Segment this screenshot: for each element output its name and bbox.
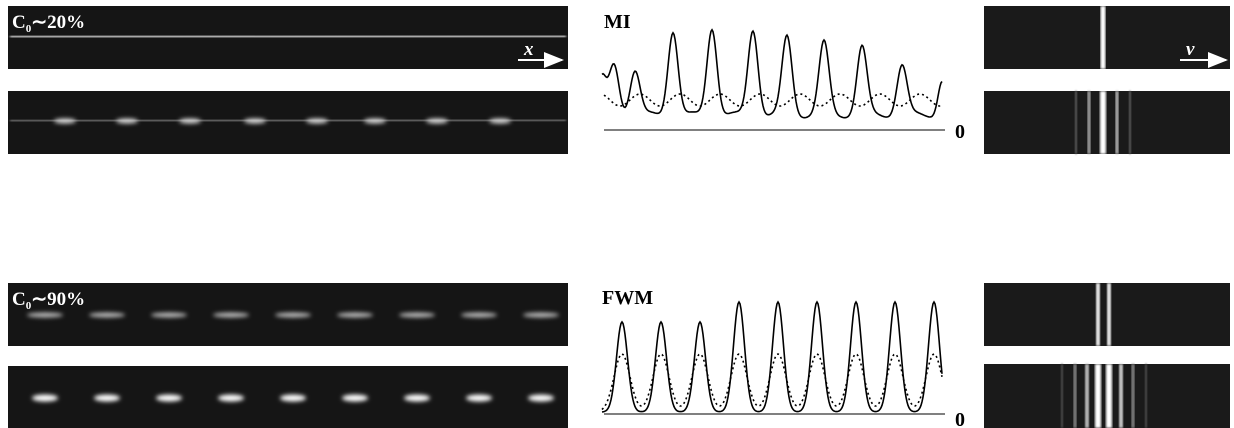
spot xyxy=(32,394,58,402)
axis-label: x xyxy=(523,39,534,60)
profile-label: FWM xyxy=(602,287,653,309)
spectral-line xyxy=(1073,364,1077,428)
profile-label: MI xyxy=(604,11,631,33)
spot xyxy=(528,394,554,402)
spot xyxy=(179,118,201,124)
spot xyxy=(364,118,386,124)
zero-label: 0 xyxy=(955,409,965,428)
profile-curve xyxy=(601,353,943,411)
spectral-line xyxy=(1075,91,1077,154)
spot xyxy=(426,118,448,124)
label-subscript: 0 xyxy=(26,23,32,35)
spectral-line xyxy=(1085,364,1089,428)
label-base: C xyxy=(12,289,26,310)
spot xyxy=(337,312,373,318)
spectral-line xyxy=(1119,364,1123,428)
spot xyxy=(461,312,497,318)
image-panel xyxy=(984,6,1230,69)
spot xyxy=(27,312,63,318)
spectral-line xyxy=(1100,6,1106,69)
spot xyxy=(466,394,492,402)
spot xyxy=(213,312,249,318)
spot xyxy=(151,312,187,318)
row-label: C0∼90% xyxy=(12,289,85,312)
beam xyxy=(9,119,567,122)
spot xyxy=(89,312,125,318)
spot xyxy=(156,394,182,402)
spot xyxy=(404,394,430,402)
spot xyxy=(244,118,266,124)
spectral-line xyxy=(1096,283,1100,346)
image-panel xyxy=(8,91,568,154)
spot xyxy=(94,394,120,402)
spots xyxy=(27,6,1147,428)
spectral-line xyxy=(1106,364,1112,428)
profile-curve xyxy=(601,300,943,413)
spectral-line xyxy=(1107,283,1111,346)
spot xyxy=(116,118,138,124)
panels xyxy=(8,6,1230,428)
spectral-line xyxy=(1100,91,1106,154)
spot xyxy=(523,312,559,318)
spectral-line xyxy=(1087,91,1091,154)
spot xyxy=(399,312,435,318)
spot xyxy=(342,394,368,402)
label-rest: ∼20% xyxy=(31,12,85,33)
spot xyxy=(280,394,306,402)
spot xyxy=(489,118,511,124)
spot xyxy=(306,118,328,124)
spectral-line xyxy=(1129,91,1131,154)
row-label: C0∼20% xyxy=(12,12,85,35)
beam xyxy=(9,34,567,39)
label-subscript: 0 xyxy=(26,300,32,312)
profile-curve xyxy=(601,28,943,119)
label-base: C xyxy=(12,12,26,33)
spectral-line xyxy=(1061,364,1063,428)
spectral-line xyxy=(1145,364,1147,428)
spectral-line xyxy=(1115,91,1119,154)
zero-label: 0 xyxy=(955,121,965,143)
spectral-line xyxy=(1095,364,1101,428)
spectral-line xyxy=(1131,364,1135,428)
profile-curve xyxy=(603,93,943,107)
label-rest: ∼90% xyxy=(31,289,85,310)
spot xyxy=(275,312,311,318)
spot xyxy=(54,118,76,124)
axis-label: ν xyxy=(1186,39,1195,60)
image-panel xyxy=(984,91,1230,154)
spot xyxy=(218,394,244,402)
